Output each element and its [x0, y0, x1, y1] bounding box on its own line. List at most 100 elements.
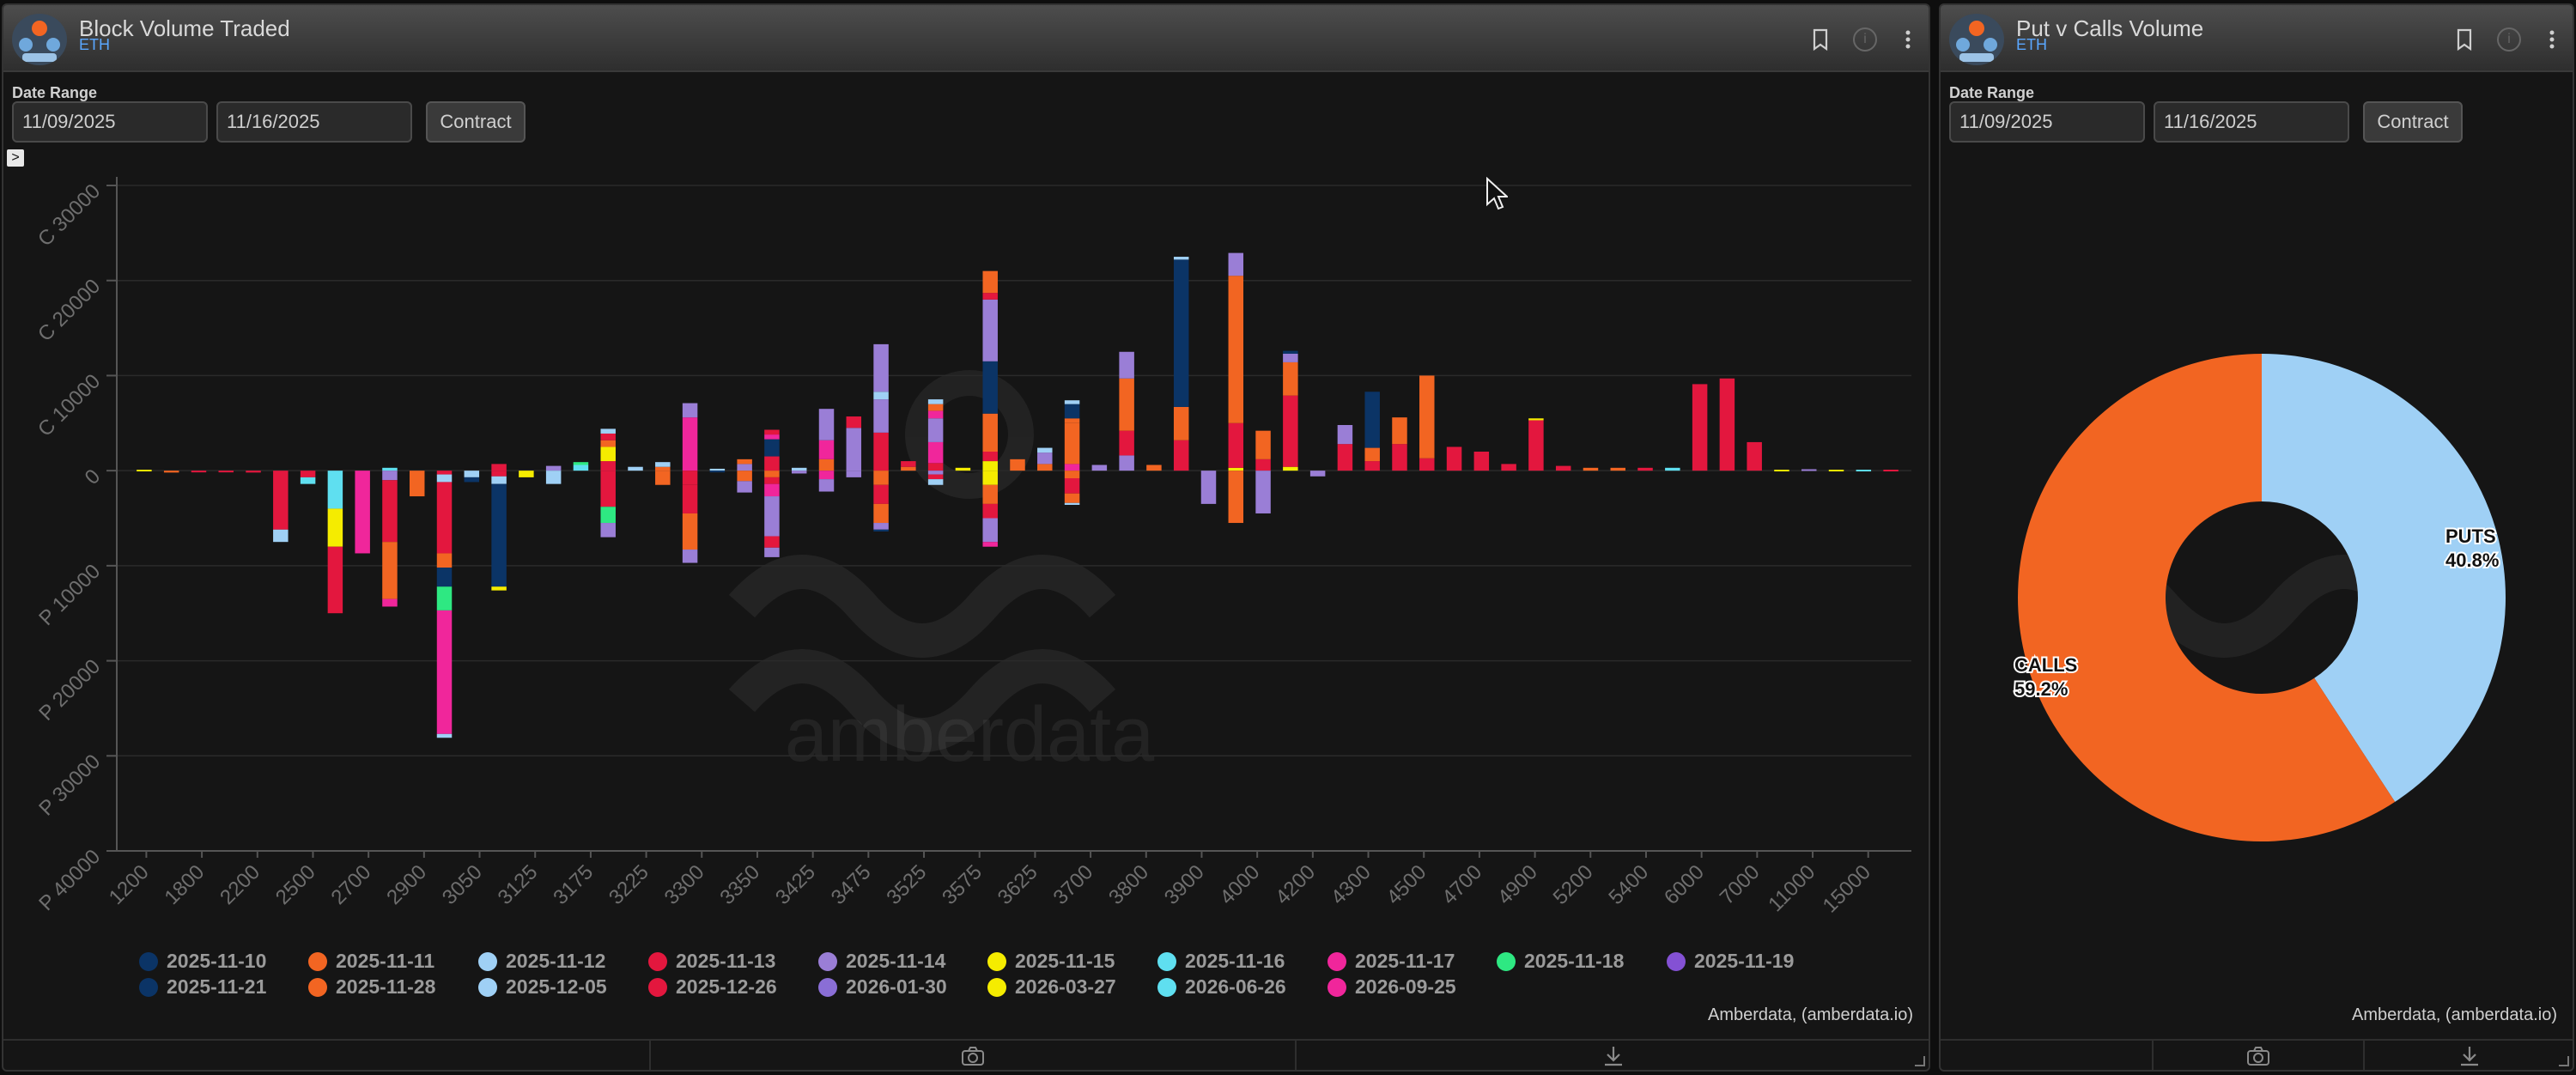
bar-segment: [436, 733, 453, 738]
legend-item[interactable]: 2025-11-16: [1157, 950, 1285, 973]
more-vertical-icon[interactable]: [1896, 27, 1920, 52]
bar-segment: [519, 471, 534, 477]
bar-segment: [1010, 459, 1025, 471]
bar-segment: [846, 428, 862, 471]
bar-segment: [1747, 441, 1762, 471]
bar-segment: [1283, 350, 1298, 354]
legend-item[interactable]: 2025-11-21: [139, 975, 266, 999]
bar-segment: [982, 518, 998, 543]
bar-segment: [764, 547, 780, 557]
legend-item[interactable]: 2025-11-18: [1497, 950, 1624, 973]
legend-item[interactable]: 2025-11-12: [478, 950, 605, 973]
bar-segment: [327, 546, 343, 614]
bar-segment: [1037, 447, 1053, 453]
bar-segment: [573, 465, 589, 471]
legend-item[interactable]: 2025-12-26: [648, 975, 777, 999]
bar-segment: [382, 480, 398, 543]
legend-label: 2025-11-15: [1015, 950, 1115, 972]
legend-item[interactable]: 2025-12-05: [478, 975, 607, 999]
resize-handle[interactable]: [2559, 1056, 2569, 1066]
bar-segment: [1200, 471, 1217, 504]
block-volume-panel: Block Volume Traded ETH i Date Range 11/…: [2, 3, 1930, 1072]
bar-segment: [927, 471, 944, 475]
bar-segment: [1337, 444, 1353, 471]
legend-item[interactable]: 2025-11-17: [1327, 950, 1455, 973]
bookmark-icon[interactable]: [1808, 27, 1832, 52]
expand-toggle[interactable]: >: [7, 149, 24, 167]
legend-item[interactable]: 2025-11-11: [308, 950, 434, 973]
attribution: Amberdata, (amberdata.io): [1707, 1005, 1913, 1024]
legend-label: 2025-11-14: [846, 950, 946, 972]
more-vertical-icon[interactable]: [2540, 27, 2564, 52]
bar-segment: [927, 479, 944, 485]
x-tick-label: 4500: [1382, 860, 1431, 909]
info-icon[interactable]: i: [2497, 27, 2521, 52]
legend-item[interactable]: 2026-03-27: [987, 975, 1116, 999]
legend-item[interactable]: 2026-06-26: [1157, 975, 1286, 999]
bar-segment: [1528, 420, 1544, 471]
bar-segment: [600, 433, 616, 440]
bar-segment: [382, 471, 398, 481]
bar-segment: [764, 477, 780, 484]
legend-label: 2026-01-30: [846, 975, 947, 998]
bar-segment: [1283, 395, 1298, 467]
bar-segment: [491, 476, 507, 484]
end-date-input[interactable]: 11/16/2025: [216, 101, 412, 143]
x-tick-label: 11000: [1764, 860, 1820, 916]
put-call-panel: Put v Calls Volume ETH i Date Range 11/0…: [1939, 3, 2574, 1072]
x-tick-label: 3300: [660, 860, 709, 909]
download-icon[interactable]: [1295, 1041, 1929, 1070]
bar-segment: [1283, 353, 1298, 362]
legend-item[interactable]: 2026-09-25: [1327, 975, 1456, 999]
bar-segment: [982, 461, 998, 471]
bar-segment: [1283, 361, 1298, 396]
camera-icon[interactable]: [649, 1041, 1295, 1070]
panel-subtitle: ETH: [2016, 36, 2047, 53]
resize-handle[interactable]: [1915, 1056, 1925, 1066]
end-date-input[interactable]: 11/16/2025: [2154, 101, 2349, 143]
info-icon[interactable]: i: [1853, 27, 1877, 52]
bar-segment: [1064, 493, 1080, 503]
bar-segment: [818, 409, 835, 440]
pie-slice: [2262, 354, 2506, 802]
footer-spacer: [1941, 1041, 2152, 1070]
start-date-input[interactable]: 11/09/2025: [12, 101, 208, 143]
bar-segment: [764, 456, 780, 471]
bar-segment: [791, 467, 807, 471]
legend-item[interactable]: 2025-11-15: [987, 950, 1115, 973]
bar-segment: [927, 463, 944, 471]
bar-segment: [1364, 447, 1380, 462]
bar-segment: [1364, 461, 1380, 471]
legend-item[interactable]: 2025-11-19: [1667, 950, 1794, 973]
x-tick-label: 4700: [1437, 860, 1486, 909]
legend-item[interactable]: 2026-01-30: [818, 975, 947, 999]
camera-icon[interactable]: [2152, 1041, 2363, 1070]
legend-label: 2025-11-21: [167, 975, 267, 998]
legend-item[interactable]: 2025-11-14: [818, 950, 945, 973]
pie-slices: [2018, 354, 2506, 842]
legend-dot-icon: [1157, 977, 1176, 997]
bar-segment: [1774, 470, 1789, 472]
bar-segment: [1064, 422, 1080, 465]
legend-item[interactable]: 2025-11-13: [648, 950, 775, 973]
legend-item[interactable]: 2025-11-28: [308, 975, 435, 999]
x-tick-label: 2500: [271, 860, 320, 909]
date-range-label: Date Range: [12, 84, 98, 101]
contract-button[interactable]: Contract: [2363, 101, 2463, 143]
bar-segment: [818, 471, 835, 480]
legend-label: 2025-11-18: [1524, 950, 1625, 972]
start-date-input[interactable]: 11/09/2025: [1949, 101, 2145, 143]
bar-segment: [682, 403, 698, 418]
date-range-label: Date Range: [1949, 84, 2035, 101]
contract-button[interactable]: Contract: [426, 101, 526, 143]
bar-chart: amberdata C 30000 C 20000 C 10000 0 P 10000 P…: [33, 177, 1911, 917]
legend-label: 2025-11-11: [336, 950, 435, 972]
download-icon[interactable]: [2363, 1041, 2573, 1070]
legend-dot-icon: [648, 977, 667, 997]
bar-segment: [982, 484, 998, 504]
bar-segment: [1255, 459, 1271, 471]
bookmark-icon[interactable]: [2452, 27, 2476, 52]
legend-dot-icon: [1327, 977, 1346, 997]
legend-item[interactable]: 2025-11-10: [139, 950, 266, 973]
